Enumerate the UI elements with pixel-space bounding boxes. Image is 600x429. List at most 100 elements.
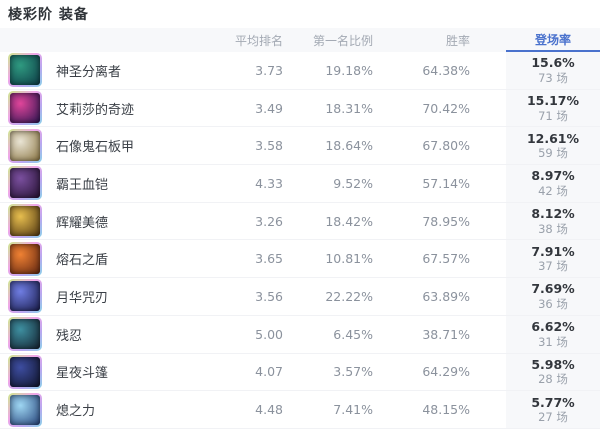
- item-name: 熄之力: [56, 404, 96, 420]
- item-cell: 辉耀美德: [0, 203, 207, 240]
- pick-rate-cell: 5.98% 28 场: [506, 353, 600, 391]
- item-cell: 熔石之盾: [0, 240, 207, 277]
- item-icon: [8, 279, 42, 314]
- table-row[interactable]: 神圣分离者 3.73 19.18% 64.38% 15.6% 73 场: [0, 52, 600, 90]
- item-icon: [8, 354, 42, 389]
- pick-rate-cell: 12.61% 59 场: [506, 127, 600, 165]
- table-header: 平均排名 第一名比例 胜率 登场率: [0, 28, 600, 52]
- win-rate-value: 67.57%: [422, 251, 470, 267]
- avg-rank-value: 5.00: [255, 326, 283, 342]
- games-count: 36 场: [538, 297, 568, 312]
- pick-rate-value: 5.77%: [531, 394, 575, 410]
- games-count: 28 场: [538, 372, 568, 387]
- item-cell: 残忍: [0, 316, 207, 353]
- avg-rank-value: 3.49: [255, 100, 283, 116]
- item-cell: 艾莉莎的奇迹: [0, 90, 207, 127]
- avg-rank-value: 3.65: [255, 251, 283, 267]
- item-name: 月华咒刃: [56, 290, 109, 306]
- table-row[interactable]: 艾莉莎的奇迹 3.49 18.31% 70.42% 15.17% 71 场: [0, 89, 600, 128]
- win-rate-value: 57.14%: [422, 175, 470, 191]
- games-count: 37 场: [538, 259, 568, 274]
- pick-rate-cell: 8.97% 42 场: [506, 165, 600, 202]
- pick-rate-cell: 8.12% 38 场: [506, 202, 600, 240]
- item-icon: [8, 91, 42, 126]
- games-count: 73 场: [538, 70, 568, 85]
- item-icon: [8, 53, 42, 88]
- first-rate-value: 18.64%: [325, 138, 373, 154]
- table-row[interactable]: 霸王血铠 4.33 9.52% 57.14% 8.97% 42 场: [0, 165, 600, 203]
- win-rate-value: 63.89%: [422, 288, 470, 304]
- item-icon: [8, 166, 42, 201]
- item-name: 神圣分离者: [56, 64, 122, 80]
- pick-rate-value: 12.61%: [526, 130, 580, 146]
- win-rate-value: 64.38%: [422, 62, 470, 78]
- pick-rate-cell: 5.77% 27 场: [506, 391, 600, 428]
- item-cell: 石像鬼石板甲: [0, 127, 207, 164]
- pick-rate-value: 15.6%: [531, 55, 575, 71]
- table-row[interactable]: 星夜斗篷 4.07 3.57% 64.29% 5.98% 28 场: [0, 353, 600, 392]
- table-row[interactable]: 熔石之盾 3.65 10.81% 67.57% 7.91% 37 场: [0, 240, 600, 279]
- first-rate-value: 3.57%: [333, 364, 373, 380]
- first-rate-value: 19.18%: [325, 62, 373, 78]
- item-name: 辉耀美德: [56, 215, 109, 231]
- avg-rank-value: 3.58: [255, 138, 283, 154]
- first-rate-value: 7.41%: [333, 402, 373, 418]
- avg-rank-value: 4.48: [255, 402, 283, 418]
- item-cell: 星夜斗篷: [0, 354, 207, 391]
- page-title: 棱彩阶 装备: [8, 7, 89, 23]
- pick-rate-value: 7.69%: [531, 281, 575, 297]
- item-name: 石像鬼石板甲: [56, 140, 135, 156]
- first-rate-value: 6.45%: [333, 326, 373, 342]
- pick-rate-cell: 15.17% 71 场: [506, 89, 600, 127]
- table-row[interactable]: 残忍 5.00 6.45% 38.71% 6.62% 31 场: [0, 315, 600, 354]
- pick-rate-value: 8.12%: [531, 206, 575, 222]
- first-rate-value: 18.42%: [325, 213, 373, 229]
- column-header-first-rate[interactable]: 第一名比例: [312, 33, 373, 48]
- table-row[interactable]: 辉耀美德 3.26 18.42% 78.95% 8.12% 38 场: [0, 202, 600, 241]
- item-icon: [8, 204, 42, 239]
- table-row[interactable]: 熄之力 4.48 7.41% 48.15% 5.77% 27 场: [0, 391, 600, 429]
- column-header-win-rate[interactable]: 胜率: [445, 33, 470, 48]
- item-name: 熔石之盾: [56, 253, 109, 269]
- win-rate-value: 48.15%: [422, 402, 470, 418]
- item-name: 霸王血铠: [56, 177, 109, 193]
- avg-rank-value: 3.56: [255, 288, 283, 304]
- table-row[interactable]: 石像鬼石板甲 3.58 18.64% 67.80% 12.61% 59 场: [0, 127, 600, 166]
- games-count: 59 场: [538, 146, 568, 161]
- title-bar: 棱彩阶 装备: [0, 0, 600, 28]
- games-count: 38 场: [538, 221, 568, 236]
- pick-rate-value: 7.91%: [531, 243, 575, 259]
- column-header-avg-rank[interactable]: 平均排名: [234, 33, 283, 48]
- win-rate-value: 38.71%: [422, 326, 470, 342]
- win-rate-value: 70.42%: [422, 100, 470, 116]
- item-cell: 霸王血铠: [0, 165, 207, 202]
- avg-rank-value: 3.26: [255, 213, 283, 229]
- pick-rate-value: 8.97%: [531, 168, 575, 184]
- item-icon: [8, 392, 42, 427]
- item-icon: [8, 241, 42, 276]
- pick-rate-value: 5.98%: [531, 356, 575, 372]
- avg-rank-value: 3.73: [255, 62, 283, 78]
- item-name: 艾莉莎的奇迹: [56, 102, 135, 118]
- item-cell: 月华咒刃: [0, 278, 207, 315]
- pick-rate-cell: 6.62% 31 场: [506, 315, 600, 353]
- win-rate-value: 64.29%: [422, 364, 470, 380]
- pick-rate-value: 15.17%: [526, 93, 580, 109]
- games-count: 71 场: [538, 108, 568, 123]
- first-rate-value: 9.52%: [333, 175, 373, 191]
- first-rate-value: 10.81%: [325, 251, 373, 267]
- column-header-pick-rate[interactable]: 登场率: [506, 28, 600, 52]
- item-name: 星夜斗篷: [56, 366, 109, 382]
- pick-rate-cell: 15.6% 73 场: [506, 52, 600, 89]
- games-count: 31 场: [538, 334, 568, 349]
- item-cell: 神圣分离者: [0, 52, 207, 89]
- first-rate-value: 22.22%: [325, 288, 373, 304]
- win-rate-value: 67.80%: [422, 138, 470, 154]
- first-rate-value: 18.31%: [325, 100, 373, 116]
- games-count: 42 场: [538, 184, 568, 199]
- avg-rank-value: 4.07: [255, 364, 283, 380]
- win-rate-value: 78.95%: [422, 213, 470, 229]
- item-name: 残忍: [56, 328, 83, 344]
- table-row[interactable]: 月华咒刃 3.56 22.22% 63.89% 7.69% 36 场: [0, 278, 600, 316]
